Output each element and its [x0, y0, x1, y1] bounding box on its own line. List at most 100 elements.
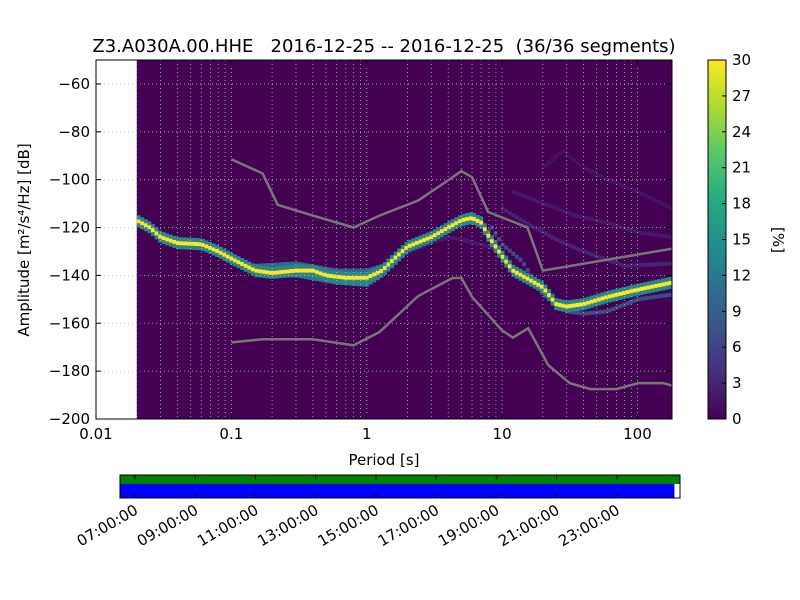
heatmap-cell — [597, 254, 601, 259]
heatmap-cell — [268, 270, 273, 275]
heatmap-cell — [447, 221, 452, 226]
heatmap-cell — [668, 280, 673, 285]
heatmap-cell — [561, 208, 566, 213]
heatmap-cell — [586, 311, 591, 316]
heatmap-cell — [589, 295, 594, 300]
heatmap-cell — [365, 271, 369, 276]
heatmap-cell — [539, 280, 544, 285]
heatmap-cell — [175, 241, 180, 246]
heatmap-cell — [425, 232, 430, 237]
heatmap-cell — [582, 215, 587, 220]
heatmap-cell — [361, 275, 366, 280]
heatmap-cell — [154, 227, 159, 232]
heatmap-cell — [140, 221, 145, 226]
heatmap-cell — [354, 271, 359, 276]
heatmap-cell — [136, 223, 141, 228]
heatmap-cell — [493, 231, 498, 236]
heatmap-cell — [529, 282, 534, 287]
heatmap-cell — [290, 265, 295, 270]
heatmap-cell — [511, 272, 516, 277]
heatmap-cell — [611, 222, 616, 227]
heatmap-cell — [575, 213, 580, 218]
heatmap-cell — [179, 241, 184, 246]
heatmap-cell — [382, 266, 387, 271]
heatmap-cell — [151, 232, 155, 237]
heatmap-cell — [504, 259, 509, 264]
heatmap-cell — [390, 263, 394, 268]
heatmap-cell — [482, 227, 487, 232]
heatmap-cell — [611, 297, 616, 302]
heatmap-cell — [333, 268, 337, 273]
coverage-used-segments-bar — [120, 475, 680, 484]
heatmap-cell — [261, 269, 266, 274]
heatmap-cell — [365, 279, 369, 284]
heatmap-cell — [250, 271, 255, 276]
heatmap-cell — [607, 221, 612, 226]
heatmap-cell — [482, 243, 487, 248]
heatmap-cell — [168, 234, 173, 239]
y-tick-label: −140 — [49, 266, 90, 284]
heatmap-cell — [347, 279, 352, 284]
x-tick-label: 1 — [362, 425, 372, 443]
heatmap-cell — [200, 242, 205, 247]
heatmap-cell — [357, 279, 362, 284]
heatmap-cell — [436, 231, 441, 236]
heatmap-cell — [393, 259, 398, 264]
heatmap-cell — [293, 264, 298, 269]
heatmap-cell — [522, 219, 526, 224]
heatmap-cell — [293, 268, 298, 273]
heatmap-cell — [450, 235, 455, 240]
heatmap-cell — [461, 221, 466, 226]
heatmap-cell — [415, 240, 419, 245]
heatmap-cell — [622, 263, 626, 268]
heatmap-cell — [272, 270, 277, 275]
heatmap-cell — [472, 212, 477, 217]
heatmap-cell — [525, 268, 530, 273]
heatmap-cell — [343, 279, 348, 284]
heatmap-cell — [614, 296, 619, 301]
heatmap-cell — [354, 275, 359, 280]
heatmap-cell — [397, 252, 402, 257]
heatmap-cell — [650, 232, 655, 237]
heatmap-cell — [593, 171, 598, 176]
heatmap-cell — [254, 272, 259, 277]
heatmap-cell — [265, 270, 270, 275]
heatmap-cell — [514, 254, 519, 259]
heatmap-cell — [136, 219, 141, 224]
heatmap-cell — [275, 274, 280, 279]
heatmap-cell — [457, 219, 462, 224]
heatmap-cell — [582, 301, 587, 306]
heatmap-cell — [575, 310, 580, 315]
heatmap-cell — [279, 266, 284, 271]
heatmap-cell — [618, 224, 623, 229]
heatmap-cell — [204, 240, 209, 245]
heatmap-cell — [468, 216, 473, 221]
heatmap-cell — [518, 217, 523, 222]
heatmap-cell — [440, 237, 444, 242]
heatmap-cell — [543, 202, 548, 207]
heatmap-cell — [354, 268, 359, 273]
heatmap-cell — [557, 239, 562, 244]
heatmap-cell — [629, 228, 634, 233]
heatmap-cell — [579, 306, 584, 311]
heatmap-cell — [297, 261, 302, 266]
heatmap-cell — [579, 311, 584, 316]
heatmap-cell — [347, 275, 352, 280]
heatmap-cell — [493, 244, 498, 249]
heatmap-cell — [229, 260, 234, 265]
heatmap-cell — [357, 271, 362, 276]
heatmap-cell — [432, 239, 437, 244]
heatmap-cell — [479, 220, 484, 225]
heatmap-cell — [386, 262, 391, 267]
heatmap-cell — [415, 236, 419, 241]
heatmap-cell — [561, 299, 566, 304]
heatmap-cell — [486, 229, 491, 234]
heatmap-cell — [554, 237, 559, 242]
heatmap-cell — [564, 304, 569, 309]
heatmap-cell — [454, 221, 459, 226]
heatmap-cell — [507, 264, 512, 269]
heatmap-cell — [215, 252, 220, 257]
heatmap-cell — [625, 286, 630, 291]
heatmap-cell — [650, 262, 655, 267]
heatmap-cell — [668, 276, 673, 281]
